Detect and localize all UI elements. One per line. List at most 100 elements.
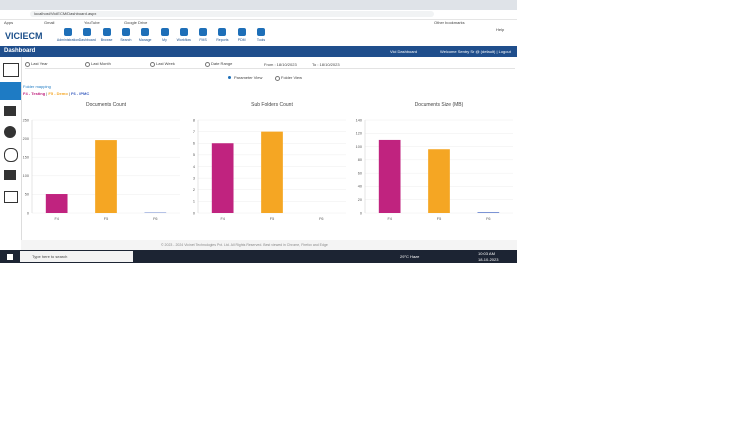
dashboard-link[interactable]: Vici Dashboard: [390, 49, 418, 54]
y-tick-label: 20: [358, 198, 362, 202]
help[interactable]: Help: [496, 27, 505, 32]
y-tick-label: 3: [193, 176, 195, 180]
toolbar-item[interactable]: Administration: [55, 26, 81, 46]
bookmark[interactable]: Gmail: [44, 20, 55, 25]
footer-text: © 2023 - 2024 Vicinet Technologies Pvt. …: [161, 243, 328, 247]
y-tick-label: 40: [358, 185, 362, 189]
sidebar: [0, 57, 22, 250]
toolbar-label: Search: [120, 38, 132, 42]
y-tick-label: 4: [193, 165, 195, 169]
filters: Last Year Last Month Last Week Date Range: [25, 61, 515, 69]
y-tick-label: 200: [23, 137, 29, 141]
x-tick-label: F4: [387, 217, 391, 221]
y-tick-label: 8: [193, 118, 195, 122]
radio[interactable]: [275, 76, 280, 81]
toolbar-icon: [199, 28, 208, 36]
side-icon[interactable]: [4, 191, 18, 203]
y-tick-label: 0: [360, 211, 362, 215]
radio[interactable]: [85, 62, 90, 67]
bookmark[interactable]: Google Drive: [124, 20, 148, 25]
tab-strip: [0, 0, 517, 10]
clock-date: 18-10-2023: [478, 257, 499, 262]
folder-map-item: F6 - IPMC: [71, 91, 90, 96]
x-tick-label: F6: [319, 217, 323, 221]
toolbar-icon: [160, 28, 169, 36]
bookmark[interactable]: YouTube: [84, 20, 100, 25]
filter-label: Last Week: [156, 61, 175, 66]
side-icon[interactable]: [4, 106, 16, 116]
bookmark[interactable]: Other bookmarks: [434, 20, 465, 25]
toolbar-item[interactable]: My: [152, 26, 178, 46]
toolbar-icon: [121, 28, 130, 36]
toolbar-item[interactable]: Tools: [248, 26, 274, 46]
y-tick-label: 2: [193, 188, 195, 192]
toolbar-item[interactable]: Reports: [209, 26, 235, 46]
toolbar-item[interactable]: Browse: [94, 26, 120, 46]
toolbar-label: Browse: [100, 38, 113, 42]
side-icon-active[interactable]: [0, 82, 21, 100]
folder-map-item: F4 - Testing: [23, 91, 46, 96]
toolbar-label: Dashboard: [78, 38, 96, 42]
folder-map-item: F5 - Demo: [48, 91, 68, 96]
y-tick-label: 1: [193, 200, 195, 204]
toolbar-item[interactable]: Search: [113, 26, 139, 46]
from-date: From : 18/10/2023: [264, 62, 297, 67]
radio[interactable]: [25, 62, 30, 67]
y-tick-label: 6: [193, 142, 195, 146]
radio[interactable]: [205, 62, 210, 67]
y-tick-label: 140: [356, 118, 362, 122]
screenshot: localhost/ViciECM/Dashboard.aspx Apps Gma…: [0, 0, 517, 263]
toolbar-item[interactable]: Dashboard: [74, 26, 100, 46]
bar: [95, 140, 117, 213]
bookmark[interactable]: Apps: [4, 20, 14, 25]
x-tick-label: F5: [104, 217, 108, 221]
weather: 29°C Haze: [400, 254, 420, 259]
filter-label: Last Year: [31, 61, 48, 66]
radio[interactable]: [228, 76, 231, 79]
toolbar-label: PDM: [237, 38, 246, 42]
side-icon[interactable]: [4, 148, 18, 162]
y-tick-label: 5: [193, 153, 195, 157]
logo: VICIECM: [5, 31, 43, 41]
toolbar-label: Administration: [56, 38, 80, 42]
radio[interactable]: [150, 62, 155, 67]
toolbar-label: Manage: [138, 38, 152, 42]
toolbar-item[interactable]: PDM: [229, 26, 255, 46]
filter-label: Last Month: [91, 61, 111, 66]
start-button[interactable]: [7, 254, 13, 260]
to-date: To : 18/10/2023: [312, 62, 340, 67]
y-tick-label: 80: [358, 158, 362, 162]
bar: [211, 143, 234, 213]
url[interactable]: localhost/ViciECM/Dashboard.aspx: [30, 11, 434, 17]
search-box[interactable]: Type here to search: [20, 251, 133, 262]
x-tick-label: F6: [486, 217, 490, 221]
chart-title: Documents Size (MB): [415, 102, 464, 108]
x-tick-label: F6: [153, 217, 157, 221]
toolbar-item[interactable]: Manage: [132, 26, 158, 46]
toolbar-item[interactable]: FMS: [190, 26, 216, 46]
x-tick-label: F5: [437, 217, 441, 221]
view-label: Folder View: [281, 75, 303, 80]
toolbar-item[interactable]: Workflow: [171, 26, 197, 46]
filter-label: Date Range: [211, 61, 233, 66]
y-tick-label: 60: [358, 171, 362, 175]
y-tick-label: 100: [23, 174, 29, 178]
y-tick-label: 0: [27, 211, 29, 215]
bar: [428, 149, 450, 213]
toolbar-icon: [141, 28, 150, 36]
toolbar-icon: [237, 28, 246, 36]
x-tick-label: F4: [54, 217, 58, 221]
toolbar-icon: [179, 28, 188, 36]
y-tick-label: 100: [356, 145, 362, 149]
side-icon[interactable]: [4, 126, 16, 138]
bar: [378, 139, 401, 213]
y-tick-label: 250: [23, 118, 29, 122]
search-placeholder: Type here to search: [32, 254, 68, 259]
side-icon[interactable]: [3, 63, 19, 77]
side-icon[interactable]: [4, 170, 16, 180]
toolbar-icon: [102, 28, 111, 36]
toolbar-label: Reports: [216, 38, 229, 42]
chart-title: Documents Count: [86, 102, 127, 108]
y-tick-label: 120: [356, 132, 362, 136]
